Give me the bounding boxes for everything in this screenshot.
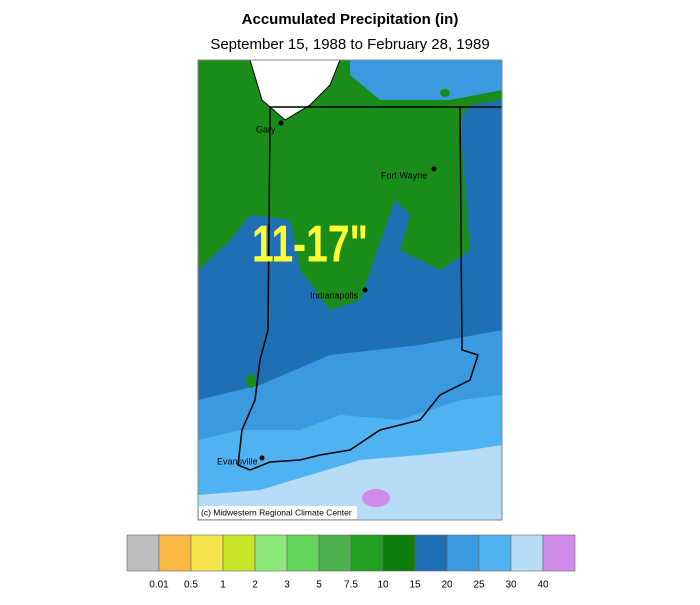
city-label: Evansville <box>217 456 258 466</box>
city-dot <box>362 287 368 293</box>
region <box>440 89 450 97</box>
legend-label: 10 <box>377 580 389 591</box>
legend-swatch <box>318 534 352 572</box>
region <box>350 60 502 100</box>
lake <box>249 60 341 121</box>
legend-swatch <box>254 534 288 572</box>
city-label: Gary <box>256 124 276 134</box>
legend-swatch <box>126 534 160 572</box>
region <box>198 445 502 520</box>
legend-swatch <box>158 534 192 572</box>
region <box>246 374 256 388</box>
credit: (c) Midwestern Regional Climate Center <box>201 507 352 517</box>
legend-swatch <box>478 534 512 572</box>
border <box>237 106 502 471</box>
legend-swatch <box>446 534 480 572</box>
legend-label: 5 <box>316 580 322 591</box>
city-label: Indianapolis <box>310 290 359 300</box>
legend-swatch <box>382 534 416 572</box>
legend-label: 7.5 <box>344 580 358 591</box>
legend-swatch <box>350 534 384 572</box>
legend-swatch <box>190 534 224 572</box>
map-frame <box>197 59 503 521</box>
city-dot <box>431 166 437 172</box>
city-dot <box>278 120 284 126</box>
legend-swatch <box>510 534 544 572</box>
annotation: 11-17" <box>252 214 368 273</box>
title: Accumulated Precipitation (in) <box>242 11 459 28</box>
city-label: Fort Wayne <box>381 170 427 180</box>
legend-label: 15 <box>409 580 421 591</box>
legend-label: 0.5 <box>184 580 198 591</box>
legend-swatch <box>414 534 448 572</box>
legend-label: 3 <box>284 580 290 591</box>
legend: 0.01 0.5 1 2 3 5 7.5 10 15 20 25 30 40 <box>126 534 576 591</box>
region <box>198 60 502 310</box>
map: Gary Fort Wayne Indianapolis Evansville … <box>197 59 503 521</box>
legend-label: 1 <box>220 580 226 591</box>
legend-label: 25 <box>473 580 485 591</box>
legend-label: 40 <box>537 580 549 591</box>
legend-label: 20 <box>441 580 453 591</box>
region <box>362 489 390 507</box>
city-dot <box>259 455 265 461</box>
legend-label: 2 <box>252 580 258 591</box>
credit-box <box>199 506 357 519</box>
legend-swatch <box>542 534 576 572</box>
legend-swatch <box>286 534 320 572</box>
legend-swatch <box>222 534 256 572</box>
legend-label: 0.01 <box>149 580 169 591</box>
legend-label: 30 <box>505 580 517 591</box>
subtitle: September 15, 1988 to February 28, 1989 <box>210 36 489 53</box>
